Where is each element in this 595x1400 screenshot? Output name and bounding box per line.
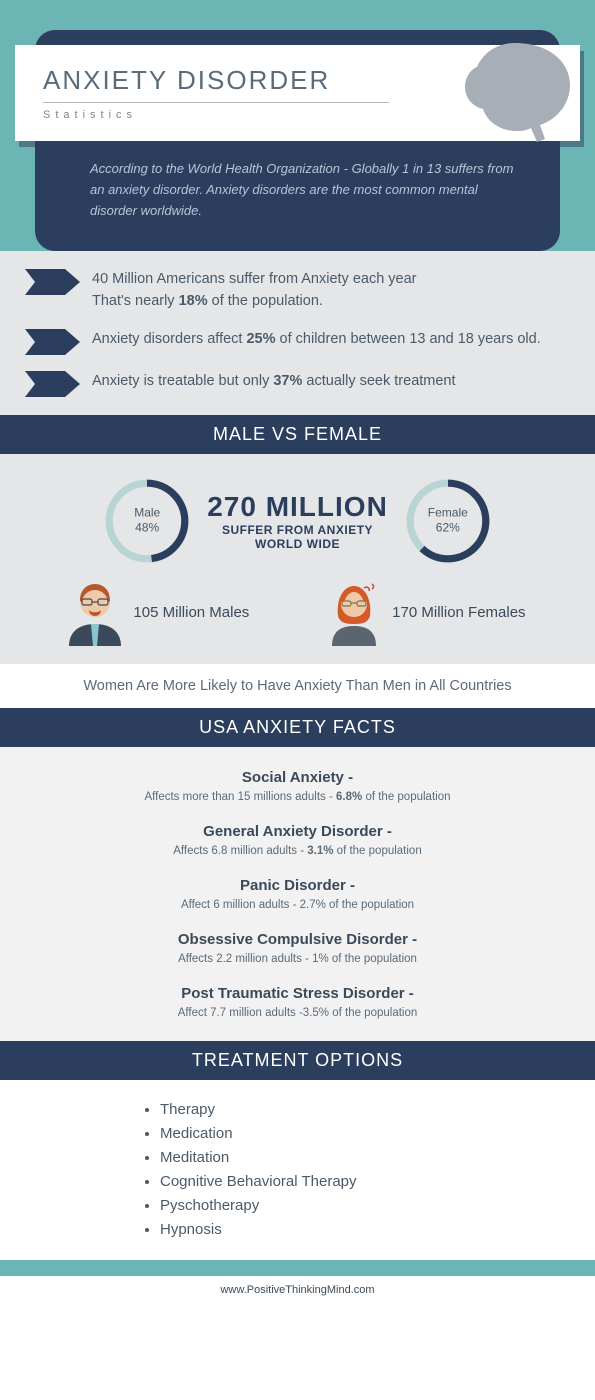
header-description: According to the World Health Organizati… [60, 159, 535, 221]
title-box: ANXIETY DISORDER Statistics [15, 45, 580, 141]
usa-fact-item: Social Anxiety -Affects more than 15 mil… [30, 769, 565, 803]
female-count: 170 Million Females [392, 604, 525, 621]
male-donut: Male48% [102, 476, 192, 566]
usa-fact-item: Post Traumatic Stress Disorder -Affect 7… [30, 985, 565, 1019]
treatment-item: Pyschotherapy [160, 1194, 595, 1218]
usa-fact-item: Obsessive Compulsive Disorder -Affects 2… [30, 931, 565, 965]
footer-bar [0, 1260, 595, 1276]
male-avatar-icon [69, 580, 121, 646]
female-figure: 170 Million Females [328, 580, 525, 646]
arrow-icon [25, 269, 80, 295]
fact-text: Anxiety is treatable but only 37% actual… [80, 371, 456, 393]
treatment-list: Therapy Medication Meditation Cognitive … [0, 1080, 595, 1260]
usa-fact-item: Panic Disorder -Affect 6 million adults … [30, 877, 565, 911]
usa-fact-item: General Anxiety Disorder -Affects 6.8 mi… [30, 823, 565, 857]
brain-icon [460, 35, 590, 145]
fact-row: Anxiety is treatable but only 37% actual… [25, 371, 570, 397]
arrow-icon [25, 329, 80, 355]
mvf-band: MALE VS FEMALE [0, 415, 595, 454]
treatment-item: Medication [160, 1122, 595, 1146]
treatment-item: Hypnosis [160, 1218, 595, 1242]
male-count: 105 Million Males [133, 604, 249, 621]
fact-row: 40 Million Americans suffer from Anxiety… [25, 269, 570, 313]
fact-row: Anxiety disorders affect 25% of children… [25, 329, 570, 355]
mvf-headline: 270 MILLION SUFFER FROM ANXIETY WORLD WI… [207, 491, 388, 551]
fact-text: 40 Million Americans suffer from Anxiety… [80, 269, 417, 313]
facts-section: 40 Million Americans suffer from Anxiety… [0, 251, 595, 415]
female-donut: Female62% [403, 476, 493, 566]
treatment-band: TREATMENT OPTIONS [0, 1041, 595, 1080]
mvf-section: Male48% 270 MILLION SUFFER FROM ANXIETY … [0, 454, 595, 664]
fact-text: Anxiety disorders affect 25% of children… [80, 329, 541, 351]
usa-facts-section: Social Anxiety -Affects more than 15 mil… [0, 747, 595, 1041]
female-avatar-icon [328, 580, 380, 646]
source-text: www.PositiveThinkingMind.com [0, 1276, 595, 1304]
header-card: ANXIETY DISORDER Statistics According to… [35, 30, 560, 251]
main-title: ANXIETY DISORDER [43, 65, 389, 103]
usa-band: USA ANXIETY FACTS [0, 708, 595, 747]
treatment-item: Therapy [160, 1098, 595, 1122]
arrow-icon [25, 371, 80, 397]
mvf-note: Women Are More Likely to Have Anxiety Th… [0, 664, 595, 708]
hero-section: ANXIETY DISORDER Statistics According to… [0, 0, 595, 251]
treatment-item: Meditation [160, 1146, 595, 1170]
male-figure: 105 Million Males [69, 580, 249, 646]
treatment-item: Cognitive Behavioral Therapy [160, 1170, 595, 1194]
